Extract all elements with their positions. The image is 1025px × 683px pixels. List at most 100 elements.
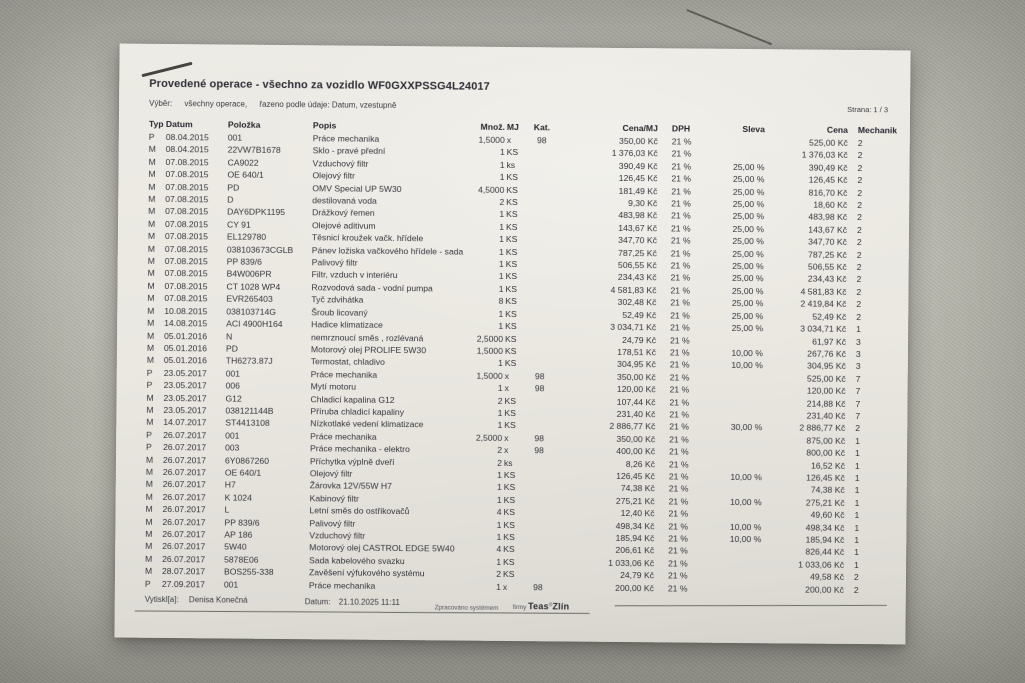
cell-polozka: 22VW7B1678	[227, 144, 281, 156]
cell-mechanik: 2	[856, 249, 862, 260]
cell-dph: 21 %	[669, 334, 690, 346]
cell-kat: 98	[534, 432, 545, 444]
cell-polozka: DAY6DPK1195	[227, 206, 286, 218]
cell-kat	[525, 320, 555, 333]
cell-mechanik: 2	[856, 286, 862, 297]
cell-typ: M	[145, 479, 153, 490]
cell-mechanik: 1	[854, 510, 860, 521]
cell-mnoz: 1	[499, 159, 505, 170]
cell-dph: 21 %	[670, 248, 691, 259]
cell-dph: 21 %	[668, 471, 689, 482]
cell-cena-mj: 400,00 Kč	[616, 446, 656, 457]
processed-by-text: Zpracováno systémem	[434, 604, 499, 612]
cell-mechanik: 7	[855, 398, 861, 409]
cell-cena-mj: 302,48 Kč	[617, 297, 657, 308]
filter-line: Výběr: všechny operace, řazeno podle úda…	[149, 99, 910, 115]
cell-mnoz: 1	[498, 283, 504, 294]
cell-sleva	[699, 433, 762, 446]
cell-polozka: 003	[225, 442, 240, 453]
cell-cena: 200,00 Kč	[805, 584, 844, 595]
cell-mnoz: 2	[497, 445, 503, 456]
cell-mj: KS	[504, 395, 517, 406]
cell-sleva	[699, 446, 762, 459]
cell-mechanik: 2	[857, 187, 863, 198]
cell-sleva: 25,00 %	[731, 298, 764, 309]
cell-datum: 14.07.2017	[163, 417, 207, 428]
cell-polozka: G12	[225, 393, 242, 404]
cell-cena-mj: 3 034,71 Kč	[610, 321, 657, 333]
cell-mj: KS	[505, 259, 518, 270]
cell-cena: 800,00 Kč	[806, 447, 846, 459]
cell-mnoz: 1,5000	[476, 345, 503, 356]
cell-kat	[526, 221, 556, 234]
cell-cena-mj: 12,40 Kč	[620, 508, 655, 519]
cell-sleva	[700, 334, 763, 347]
cell-kat	[523, 568, 553, 581]
cell-dph: 21 %	[670, 322, 690, 333]
cell-kat	[523, 506, 553, 519]
cell-polozka: 038103673CGLB	[226, 244, 294, 255]
cell-sleva	[700, 384, 763, 397]
cell-sleva	[698, 582, 761, 595]
cell-cena: 126,45 Kč	[808, 174, 848, 186]
cell-typ: M	[148, 156, 156, 167]
cell-sleva: 25,00 %	[732, 248, 764, 259]
column-header-mnoz: Množ.	[480, 121, 505, 132]
cell-mnoz: 1	[497, 382, 503, 394]
cell-cena: 214,88 Kč	[806, 398, 846, 409]
cell-mechanik: 1	[854, 460, 860, 471]
cell-mechanik: 2	[856, 237, 862, 248]
cell-mechanik: 1	[854, 559, 859, 570]
cell-dph: 21 %	[668, 558, 688, 569]
cell-kat	[527, 159, 557, 172]
cell-mnoz: 1	[496, 519, 502, 530]
cell-typ: M	[146, 342, 155, 353]
operations-table: Typ Datum Položka Popis Množ. MJ Kat. Cena/MJ DP…	[115, 117, 910, 597]
cell-polozka: AP 186	[224, 529, 253, 540]
cell-polozka: 5878E06	[224, 554, 259, 565]
cell-sleva: 25,00 %	[732, 223, 765, 235]
cell-datum: 10.08.2015	[164, 305, 208, 317]
cell-mj: KS	[505, 296, 517, 307]
cell-mechanik: 7	[855, 410, 861, 421]
cell-datum: 07.08.2015	[164, 293, 208, 304]
cell-mj: KS	[504, 345, 517, 356]
cell-cena-mj: 206,61 Kč	[615, 545, 655, 556]
cell-typ: P	[146, 379, 153, 390]
page-number: Strana: 1 / 3	[847, 104, 889, 115]
cell-cena-mj: 506,55 Kč	[617, 259, 657, 271]
cell-mj: KS	[503, 544, 515, 555]
cell-mechanik: 1	[854, 547, 860, 558]
cell-sleva: 10,00 %	[731, 360, 763, 371]
cell-cena-mj: 4 581,83 Kč	[610, 284, 657, 296]
cell-polozka: K 1024	[224, 492, 252, 503]
cell-typ: M	[148, 206, 156, 217]
cell-datum: 23.05.2017	[163, 367, 207, 379]
cell-mnoz: 2	[496, 569, 502, 580]
cell-cena-mj: 1 033,06 Kč	[608, 557, 655, 569]
cell-mechanik: 2	[857, 138, 863, 149]
cell-datum: 07.08.2015	[164, 280, 208, 292]
cell-mj: KS	[506, 147, 519, 158]
cell-dph: 21 %	[670, 272, 691, 284]
footer-divider-right	[614, 604, 887, 607]
cell-datum: 07.08.2015	[164, 243, 208, 254]
cell-dph: 21 %	[671, 148, 692, 159]
cell-polozka: OE 640/1	[224, 467, 262, 478]
cell-mechanik: 1	[856, 324, 861, 335]
cell-typ: M	[147, 255, 155, 266]
cell-typ: M	[147, 280, 155, 291]
cell-cena: 2 886,77 Kč	[799, 422, 846, 434]
firm-name: Teas	[528, 601, 549, 612]
cell-dph: 21 %	[671, 198, 691, 209]
cell-cena-mj: 350,00 Kč	[616, 433, 656, 444]
cell-sleva	[698, 570, 761, 583]
cell-typ: M	[145, 528, 153, 539]
cell-cena: 185,94 Kč	[805, 534, 845, 545]
cell-polozka: D	[227, 194, 234, 205]
cell-cena: 787,25 Kč	[808, 249, 847, 260]
cell-cena-mj: 275,21 Kč	[615, 495, 655, 507]
column-header-polozka: Položka	[227, 119, 261, 130]
cell-cena-mj: 347,70 Kč	[618, 235, 657, 246]
cell-mechanik: 2	[856, 262, 862, 273]
